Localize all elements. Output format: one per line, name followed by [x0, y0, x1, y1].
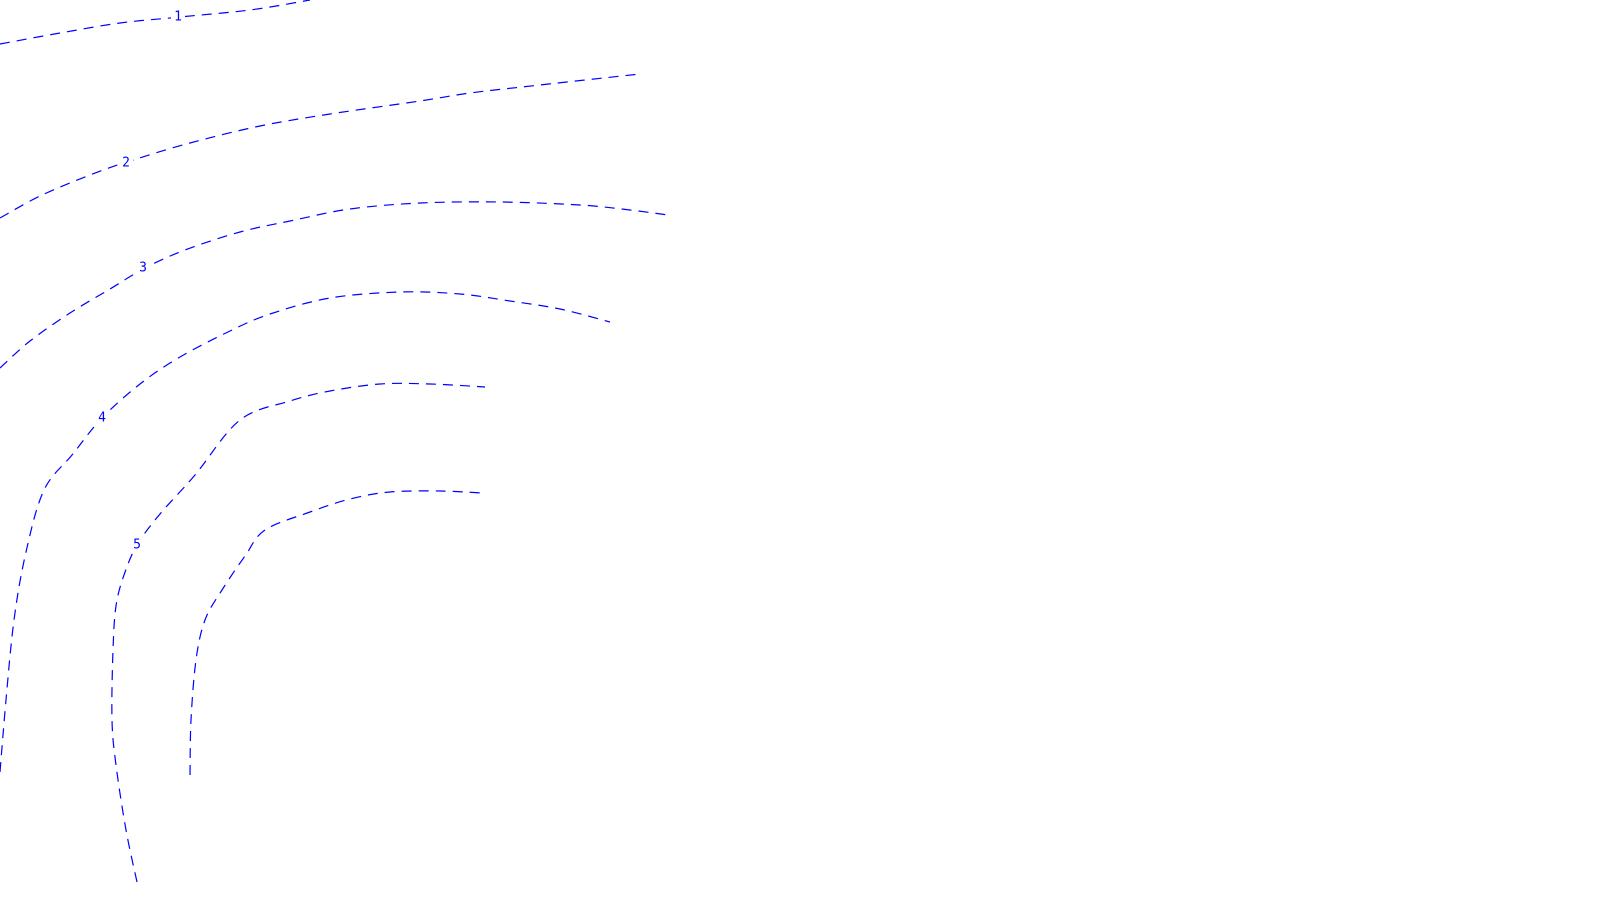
contour-line-3: [0, 201, 669, 369]
contour-label-background: [95, 410, 109, 426]
contour-line-1: [0, 0, 311, 45]
contour-line-2: [0, 73, 641, 219]
contour-label-3: 3: [139, 261, 147, 276]
contour-label-background: [119, 155, 133, 171]
contour-line-6: [189, 490, 483, 776]
contour-labels: 1 2 3 4 5: [95, 9, 185, 553]
contour-label-2: 2: [122, 156, 130, 171]
contour-line-4: [0, 291, 611, 773]
contour-label-background: [136, 260, 150, 276]
contour-label-4: 4: [98, 411, 106, 426]
contour-label-5: 5: [133, 538, 141, 553]
contour-lines: [0, 0, 669, 883]
contour-label-1: 1: [174, 10, 182, 25]
contour-label-background: [171, 9, 185, 25]
contour-label-background: [130, 537, 144, 553]
contour-line-5: [111, 382, 486, 883]
